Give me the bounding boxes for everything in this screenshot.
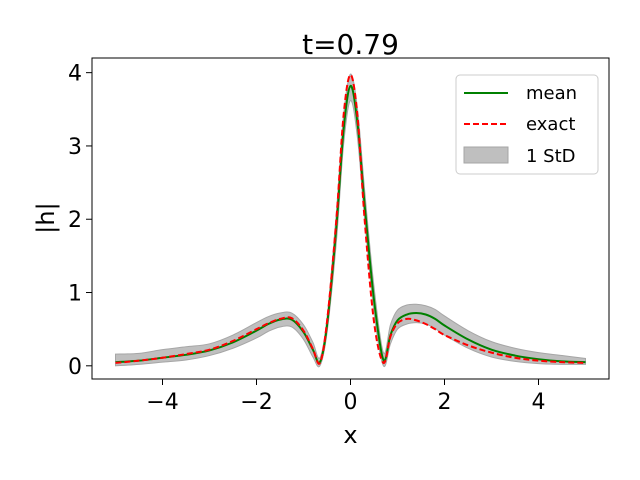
legend: mean exact 1 StD xyxy=(455,74,599,175)
y-axis-label: |h| xyxy=(32,202,60,233)
y-tick-label: 4 xyxy=(68,62,82,87)
y-tick-label: 1 xyxy=(68,282,82,307)
legend-mean-label: mean xyxy=(526,83,577,104)
legend-exact-label: exact xyxy=(526,114,575,135)
x-tick-label: 4 xyxy=(532,390,546,415)
y-tick-label: 3 xyxy=(68,135,82,160)
x-tick-label: −4 xyxy=(146,390,178,415)
mean-line xyxy=(115,84,586,364)
plot-area xyxy=(115,73,586,368)
y-tick-label: 2 xyxy=(68,208,82,233)
legend-std-label: 1 StD xyxy=(526,146,576,167)
legend-std-swatch xyxy=(463,146,509,164)
x-tick-label: 2 xyxy=(438,390,452,415)
y-axis: 0 1 2 3 4 xyxy=(68,62,92,380)
x-axis-label: x xyxy=(343,421,357,449)
y-tick-label: 0 xyxy=(68,355,82,380)
exact-line xyxy=(115,73,586,365)
std-band xyxy=(115,73,586,368)
chart-title: t=0.79 xyxy=(302,28,399,61)
x-axis: −4 −2 0 2 4 xyxy=(146,379,546,415)
x-tick-label: −2 xyxy=(240,390,272,415)
x-tick-label: 0 xyxy=(344,390,358,415)
